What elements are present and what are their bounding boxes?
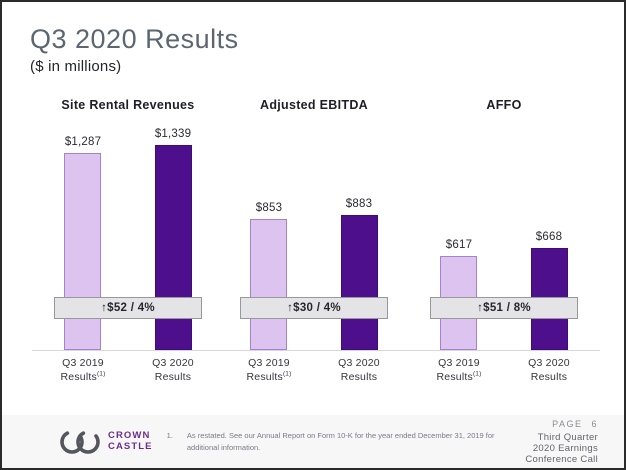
chart-affo: AFFO $617 $668 ↑$51 / 8% Q3 2019 Results…	[408, 98, 600, 398]
x-axis-label-q3-2020: Q3 2020 Results	[128, 356, 218, 384]
page-title: Q3 2020 Results	[30, 24, 239, 54]
chart-site-rental-revenues: Site Rental Revenues $1,287 $1,339 ↑$52 …	[32, 98, 224, 398]
bar-value-label: $853	[255, 202, 283, 214]
crown-castle-logo: CROWN CASTLE	[58, 427, 153, 457]
slide-header: Q3 2020 Results ($ in millions)	[30, 24, 239, 75]
slide-footer: CROWN CASTLE 1. As restated. See our Ann…	[2, 415, 624, 468]
x-label-line2: Results	[154, 371, 192, 384]
bar-value-label: $617	[445, 239, 473, 251]
x-axis-label-q3-2019: Q3 2019 Results(1)	[38, 356, 128, 384]
footnote-marker: (1)	[472, 370, 482, 378]
bar-q3-2020	[155, 145, 192, 350]
bar-value-label: $1,287	[64, 136, 102, 148]
delta-banner: ↑$51 / 8%	[430, 297, 578, 319]
x-label-line2: Results	[60, 371, 97, 384]
footnote-text: As restated. See our Annual Report on Fo…	[186, 431, 495, 452]
chart-title: Adjusted EBITDA	[260, 98, 368, 112]
x-axis-line	[32, 350, 224, 351]
footnote-number: 1.	[166, 431, 173, 441]
x-label-line1: Q3 2019	[248, 357, 290, 369]
x-label-line1: Q3 2020	[528, 357, 570, 369]
page-indicator: PAGE 6	[519, 419, 598, 429]
footnote-marker: (1)	[96, 370, 106, 378]
x-label-line1: Q3 2019	[438, 357, 480, 369]
footnote-marker: (1)	[282, 370, 292, 378]
x-label-line2: Results	[246, 371, 283, 384]
x-label-line2: Results	[436, 371, 473, 384]
bar-q3-2019	[250, 219, 287, 350]
x-label-line2: Results	[530, 371, 568, 384]
x-axis-label-q3-2020: Q3 2020 Results	[504, 356, 594, 384]
chart-title: AFFO	[486, 98, 522, 112]
footer-right: PAGE 6 Third Quarter 2020 Earnings Confer…	[519, 419, 598, 465]
x-label-line1: Q3 2019	[62, 357, 104, 369]
x-axis-line	[218, 350, 410, 351]
x-label-line1: Q3 2020	[152, 357, 194, 369]
delta-banner: ↑$52 / 4%	[54, 297, 202, 319]
x-label-line1: Q3 2020	[338, 357, 380, 369]
page-label: PAGE	[552, 418, 583, 429]
page-subtitle: ($ in millions)	[30, 58, 122, 75]
chart-title: Site Rental Revenues	[61, 98, 195, 112]
page-number: 6	[591, 418, 598, 429]
logo-word-castle: CASTLE	[108, 440, 153, 452]
crown-castle-wordmark: CROWN CASTLE	[108, 429, 153, 453]
x-axis-line	[408, 350, 600, 351]
crown-castle-monogram-icon	[60, 429, 100, 454]
footnote: 1. As restated. See our Annual Report on…	[167, 430, 519, 453]
bar-value-label: $1,339	[154, 128, 192, 140]
x-axis-label-q3-2020: Q3 2020 Results	[314, 356, 404, 384]
bar-q3-2019	[64, 153, 101, 350]
bar-value-label: $668	[535, 231, 563, 243]
x-axis-label-q3-2019: Q3 2019 Results(1)	[224, 356, 314, 384]
bar-value-label: $883	[345, 198, 373, 210]
chart-adjusted-ebitda: Adjusted EBITDA $853 $883 ↑$30 / 4% Q3 2…	[218, 98, 410, 398]
x-label-line2: Results	[340, 371, 378, 384]
bar-q3-2020	[341, 215, 378, 350]
deck-title: Third Quarter 2020 Earnings Conference C…	[525, 431, 598, 465]
logo-word-crown: CROWN	[108, 429, 151, 441]
x-axis-label-q3-2019: Q3 2019 Results(1)	[414, 356, 504, 384]
delta-banner: ↑$30 / 4%	[240, 297, 388, 319]
